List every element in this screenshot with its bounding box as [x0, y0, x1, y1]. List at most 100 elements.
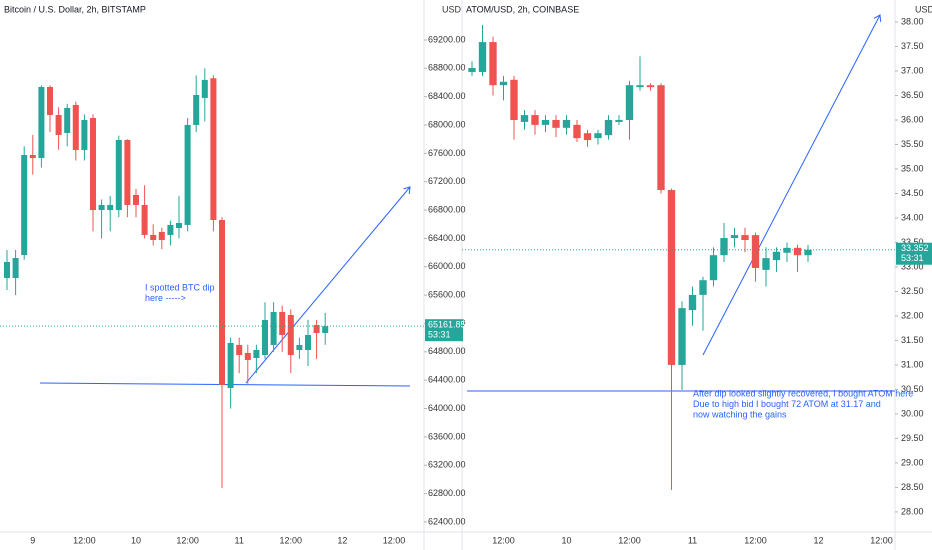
y-tick-label: 36.50 [901, 90, 924, 100]
y-tick-label: 66000.00 [428, 261, 466, 271]
candle-body [201, 79, 208, 98]
y-tick-label: 68000.00 [428, 119, 466, 129]
candle-body [12, 257, 19, 278]
x-tick-label: 12:00 [870, 535, 893, 545]
candle-body [751, 235, 760, 268]
x-tick-label: 12 [337, 535, 347, 545]
candle-body [55, 114, 62, 135]
x-tick-label: 10 [561, 535, 571, 545]
y-tick-label: 38.00 [901, 16, 924, 26]
candle-body [270, 311, 277, 345]
chart-title: ATOM/USD, 2h, COINBASE [466, 4, 579, 14]
y-tick-label: 62800.00 [428, 488, 466, 498]
candle-body [38, 86, 45, 158]
x-tick-label: 10 [131, 535, 141, 545]
candle-body [625, 85, 634, 120]
candle-body [167, 224, 174, 235]
candle-body [531, 115, 539, 125]
candle-body [783, 247, 791, 253]
y-tick-label: 67200.00 [428, 176, 466, 186]
candle-body [287, 314, 294, 356]
candle-body [89, 118, 97, 211]
candle-body [604, 119, 613, 136]
candle-body [772, 251, 781, 261]
annotation: now watching the gains [693, 409, 787, 419]
candle-body [678, 308, 686, 365]
y-tick-label: 36.00 [901, 114, 924, 124]
x-tick-label: 9 [30, 535, 35, 545]
candle-body [132, 194, 140, 205]
countdown-label: 53:31 [901, 253, 924, 263]
candle-body [636, 85, 644, 88]
y-tick-label: 63200.00 [428, 460, 466, 470]
x-tick-label: 12:00 [744, 535, 767, 545]
candle-body [253, 349, 260, 358]
y-tick-label: 30.50 [901, 384, 924, 394]
candle-body [688, 294, 697, 311]
y-tick-label: 68800.00 [428, 63, 466, 73]
drawn-trend [702, 15, 880, 356]
candle-body [552, 119, 560, 128]
candle-body [730, 235, 739, 239]
candle-body [741, 235, 749, 241]
countdown-label: 53:31 [428, 330, 451, 340]
candle-body [699, 280, 707, 295]
currency-label: USD [915, 4, 932, 14]
candle-body [657, 85, 665, 191]
y-tick-label: 28.50 [901, 482, 924, 492]
candle-body [615, 119, 623, 122]
candle-body [158, 231, 165, 240]
candle-body [296, 344, 303, 350]
candle-body [115, 139, 122, 211]
chart-title: Bitcoin / U.S. Dollar, 2h, BITSTAMP [4, 4, 146, 14]
last-price-label: 33.352 [901, 243, 929, 253]
candle-body [520, 115, 529, 122]
y-tick-label: 31.50 [901, 335, 924, 345]
x-tick-label: 12:00 [492, 535, 515, 545]
candle-body [184, 124, 191, 225]
annotation: here -----> [145, 293, 186, 303]
y-tick-label: 67600.00 [428, 148, 466, 158]
last-price-box [425, 319, 463, 342]
candle-body [227, 342, 234, 388]
y-tick-label: 28.00 [901, 506, 924, 516]
candle-body [573, 124, 581, 139]
candle-body [313, 324, 320, 333]
y-tick-label: 66400.00 [428, 233, 466, 243]
candle-body [720, 238, 728, 256]
candle-body [124, 139, 131, 205]
y-tick-label: 35.50 [901, 139, 924, 149]
candle-body [468, 68, 476, 72]
y-tick-label: 69200.00 [428, 34, 466, 44]
y-tick-label: 29.00 [901, 457, 924, 467]
drawn-trend [245, 187, 410, 384]
candle-body [21, 155, 28, 256]
candle-body [107, 204, 114, 211]
candle-body [583, 133, 592, 141]
x-tick-label: 12 [813, 535, 823, 545]
x-tick-label: 12:00 [618, 535, 641, 545]
y-tick-label: 64000.00 [428, 403, 466, 413]
candle-body [478, 42, 487, 72]
candle-body [175, 222, 183, 229]
candle-body [499, 81, 508, 86]
x-tick-label: 12:00 [176, 535, 199, 545]
x-tick-label: 11 [688, 535, 697, 545]
candle-body [141, 204, 148, 235]
y-tick-label: 68400.00 [428, 91, 466, 101]
candle-body [72, 104, 79, 150]
y-tick-label: 35.00 [901, 163, 924, 173]
y-tick-label: 62400.00 [428, 516, 466, 526]
candle-body [46, 86, 54, 115]
y-tick-label: 32.00 [901, 310, 924, 320]
annotation: Due to high bid I bought 72 ATOM at 31.1… [693, 399, 881, 409]
annotation: I spotted BTC dip [145, 282, 215, 292]
y-tick-label: 66800.00 [428, 204, 466, 214]
x-tick-label: 12:00 [280, 535, 303, 545]
candle-body [709, 255, 718, 281]
candle-body [3, 261, 11, 278]
x-tick-label: 11 [235, 535, 244, 545]
candle-body [150, 234, 157, 240]
candle-body [793, 247, 802, 256]
